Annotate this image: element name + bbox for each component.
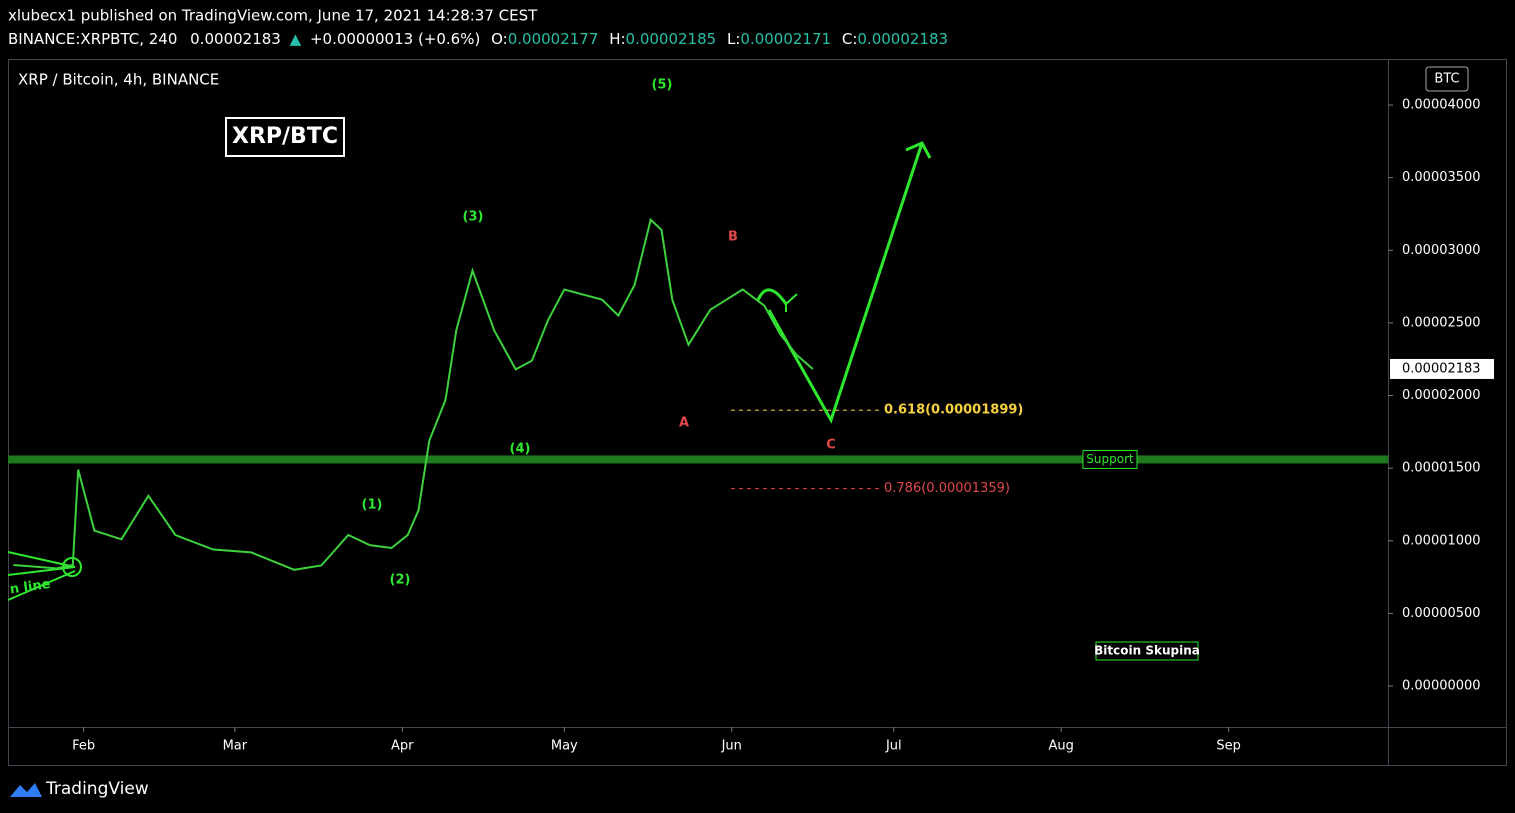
y-tick-label: 0.00001500: [1402, 461, 1481, 476]
fib-label: 0.786(0.00001359): [884, 481, 1010, 496]
trendline-label: n line: [9, 577, 52, 598]
last-price-box: [1390, 358, 1494, 379]
currency-button[interactable]: [1425, 66, 1469, 92]
x-tick-label: Jul: [885, 739, 902, 754]
x-tick-label: Sep: [1216, 739, 1241, 754]
wave-label: (1): [362, 498, 383, 513]
group-label: Bitcoin Skupina: [1094, 644, 1200, 658]
symbol: BINANCE:XRPBTC, 240: [8, 30, 177, 48]
wave-label: C: [826, 438, 836, 453]
o: 0.00002177: [508, 30, 599, 48]
l: 0.00002171: [740, 30, 831, 48]
wave-label: (2): [390, 573, 411, 588]
symbol-line: BINANCE:XRPBTC, 240 0.00002183 ▲ +0.0000…: [8, 30, 948, 48]
watermark-box: [225, 117, 345, 157]
x-tick-label: May: [551, 739, 578, 754]
support-box: [1082, 449, 1138, 469]
c: 0.00002183: [857, 30, 948, 48]
y-tick-label: 0.00001000: [1402, 533, 1481, 548]
group-box: [1095, 641, 1199, 661]
footer-brand: TradingView: [45, 779, 149, 799]
fib-label: 0.618(0.00001899): [884, 403, 1023, 418]
support-band: [8, 455, 1388, 464]
y-tick-label: 0.00002000: [1402, 388, 1481, 403]
brand-logo: [10, 783, 42, 797]
chart-title: XRP / Bitcoin, 4h, BINANCE: [18, 71, 219, 89]
y-tick-label: 0.00003500: [1402, 170, 1481, 185]
price-line: [13, 217, 814, 571]
last-price-label: 0.00002183: [1402, 361, 1481, 376]
publisher: xlubecx1 published on TradingView.com, J…: [8, 7, 538, 25]
x-tick-label: Jun: [721, 739, 742, 754]
last: 0.00002183: [190, 30, 281, 48]
change: +0.00000013 (+0.6%): [310, 30, 480, 48]
l-label: L:: [727, 30, 740, 48]
wave-label: (5): [652, 78, 673, 93]
y-tick-label: 0.00003000: [1402, 243, 1481, 258]
support-label: Support: [1086, 452, 1134, 466]
up-arrow: ▲: [290, 30, 302, 48]
y-tick-label: 0.00004000: [1402, 98, 1481, 113]
wave-label: B: [728, 230, 738, 245]
o-label: O:: [491, 30, 508, 48]
y-tick-label: 0.00002500: [1402, 315, 1481, 330]
wave-label: A: [679, 416, 689, 431]
y-tick-label: 0.00000000: [1402, 679, 1481, 694]
h: 0.00002185: [626, 30, 717, 48]
x-tick-label: Apr: [391, 739, 414, 754]
wave-label: (3): [463, 210, 484, 225]
x-tick-label: Aug: [1049, 739, 1074, 754]
x-tick-label: Mar: [223, 739, 248, 754]
watermark: XRP/BTC: [232, 124, 338, 149]
currency[interactable]: BTC: [1434, 72, 1459, 87]
wave-label: (4): [510, 442, 531, 457]
c-label: C:: [842, 30, 858, 48]
h-label: H:: [609, 30, 625, 48]
x-tick-label: Feb: [72, 739, 95, 754]
y-tick-label: 0.00000500: [1402, 606, 1481, 621]
